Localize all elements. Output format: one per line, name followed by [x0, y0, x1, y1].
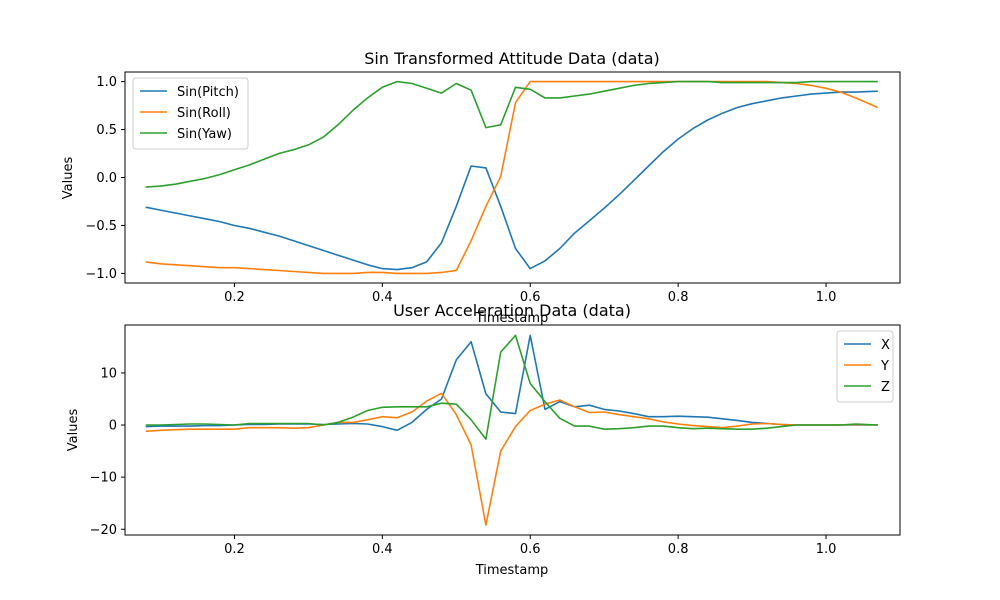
- acceleration-ytick-label: 0: [109, 419, 117, 434]
- attitude-xtick-label: 0.8: [668, 290, 689, 305]
- attitude-legend: Sin(Pitch) Sin(Roll) Sin(Yaw): [132, 77, 249, 150]
- acceleration-xtick-label: 0.2: [224, 542, 245, 557]
- acceleration-legend-label: Y: [880, 359, 889, 374]
- acceleration-xtick-label: 1.0: [816, 542, 837, 557]
- acceleration-legend: XYZ: [836, 330, 894, 403]
- attitude-series-line-sin-pitch: [145, 90, 878, 271]
- acceleration-legend-box: [836, 330, 894, 403]
- acceleration-legend-label: X: [881, 338, 890, 353]
- attitude-legend-label: Sin(Pitch): [177, 85, 239, 100]
- attitude-subplot: Sin Transformed Attitude Data (data) Tim…: [61, 49, 901, 326]
- attitude-xlabel: Timestamp: [475, 311, 549, 326]
- attitude-xtick-label: 0.6: [520, 290, 541, 305]
- acceleration-ytick-label: −10: [90, 471, 117, 486]
- acceleration-xlabel: Timestamp: [475, 563, 549, 578]
- acceleration-axes-frame: [124, 324, 901, 536]
- attitude-ylabel: Values: [61, 157, 76, 200]
- acceleration-series-line-x: [145, 334, 878, 432]
- attitude-title: Sin Transformed Attitude Data (data): [364, 49, 659, 68]
- attitude-ytick-label: −0.5: [85, 219, 117, 234]
- acceleration-title: User Acceleration Data (data): [393, 301, 631, 320]
- acceleration-xtick-label: 0.4: [372, 542, 393, 557]
- attitude-ytick-label: 0.5: [96, 123, 117, 138]
- attitude-ytick-label: −1.0: [85, 267, 117, 282]
- acceleration-subplot: User Acceleration Data (data) Timestamp …: [66, 301, 901, 578]
- attitude-xtick-label: 0.4: [372, 290, 393, 305]
- attitude-xtick-label: 1.0: [816, 290, 837, 305]
- acceleration-ytick-label: 10: [100, 366, 117, 381]
- acceleration-ytick-label: −20: [90, 523, 117, 538]
- attitude-series-line-sin-roll: [145, 80, 879, 275]
- acceleration-xtick-label: 0.6: [520, 542, 541, 557]
- attitude-series-line-sin-yaw: [145, 80, 878, 188]
- acceleration-legend-label: Z: [881, 380, 890, 395]
- attitude-legend-label: Sin(Yaw): [177, 127, 232, 142]
- acceleration-series-line-y: [145, 392, 878, 526]
- attitude-ytick-label: 0.0: [96, 171, 117, 186]
- attitude-ytick-label: 1.0: [96, 75, 117, 90]
- acceleration-ylabel: Values: [66, 409, 81, 452]
- attitude-legend-box: [132, 77, 249, 150]
- attitude-legend-label: Sin(Roll): [177, 106, 231, 121]
- attitude-xtick-label: 0.2: [224, 290, 245, 305]
- acceleration-xtick-label: 0.8: [668, 542, 689, 557]
- acceleration-series-line-z: [145, 334, 878, 440]
- attitude-axes-frame: [124, 71, 901, 284]
